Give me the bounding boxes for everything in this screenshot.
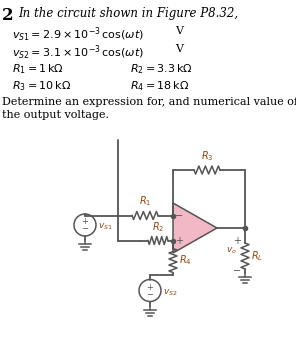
Text: the output voltage.: the output voltage. [2,110,109,120]
Polygon shape [173,203,217,253]
Text: V: V [175,26,183,36]
Text: V: V [175,44,183,54]
Text: $R_2$: $R_2$ [152,220,164,234]
Text: $v_{S1} = 2.9 \times 10^{-3}\,\cos(\omega t)$: $v_{S1} = 2.9 \times 10^{-3}\,\cos(\omeg… [12,26,144,44]
Text: 2: 2 [2,7,14,24]
Text: $v_{S2} = 3.1 \times 10^{-3}\,\cos(\omega t)$: $v_{S2} = 3.1 \times 10^{-3}\,\cos(\omeg… [12,44,144,62]
Text: +: + [175,237,183,246]
Text: Determine an expression for, and numerical value of,: Determine an expression for, and numeric… [2,97,296,107]
Text: $R_4 = 18\,\mathrm{k\Omega}$: $R_4 = 18\,\mathrm{k\Omega}$ [130,79,189,93]
Text: $R_3 = 10\,\mathrm{k\Omega}$: $R_3 = 10\,\mathrm{k\Omega}$ [12,79,71,93]
Text: $v_{S1}$: $v_{S1}$ [98,222,113,232]
Text: $R_4$: $R_4$ [179,254,192,267]
Text: $R_2 = 3.3\,\mathrm{k\Omega}$: $R_2 = 3.3\,\mathrm{k\Omega}$ [130,62,193,76]
Text: +: + [233,236,241,246]
Text: $R_L$: $R_L$ [251,249,263,263]
Text: $v_{S2}$: $v_{S2}$ [163,287,178,298]
Text: −: − [147,290,154,299]
Text: In the circuit shown in Figure P8.32,: In the circuit shown in Figure P8.32, [18,7,238,20]
Text: −: − [175,211,183,221]
Text: $v_o$: $v_o$ [226,246,237,256]
Text: $R_1 = 1\,\mathrm{k\Omega}$: $R_1 = 1\,\mathrm{k\Omega}$ [12,62,64,76]
Text: −: − [233,266,241,276]
Text: +: + [82,218,89,226]
Text: $R_1$: $R_1$ [139,195,151,208]
Text: +: + [147,283,153,292]
Text: $R_3$: $R_3$ [201,149,213,163]
Text: −: − [81,224,89,234]
